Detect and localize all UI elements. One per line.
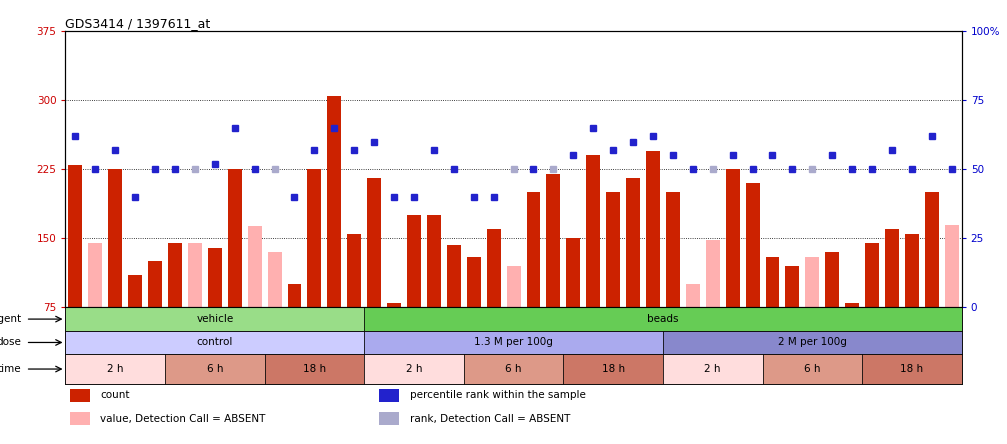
Text: 6 h: 6 h [506,364,522,374]
Bar [65,331,365,354]
Text: dose: dose [0,337,21,348]
Bar [845,303,859,307]
Bar [806,257,820,307]
Text: vehicle: vehicle [196,314,234,324]
Bar [646,151,660,307]
Bar [65,307,365,331]
Bar [69,388,90,402]
Bar [228,169,242,307]
Bar [89,243,103,307]
Bar [467,257,480,307]
Bar [427,215,441,307]
Bar [663,331,962,354]
Text: GDS3414 / 1397611_at: GDS3414 / 1397611_at [65,17,210,30]
Text: beads: beads [648,314,679,324]
Bar [566,238,580,307]
Bar [447,245,461,307]
Bar [762,354,862,384]
Text: 18 h: 18 h [601,364,624,374]
Text: 1.3 M per 100g: 1.3 M per 100g [474,337,553,348]
Bar [666,192,680,307]
Bar [765,257,779,307]
Bar [265,354,365,384]
Bar [905,234,918,307]
Bar [547,174,560,307]
Text: 18 h: 18 h [900,364,923,374]
Text: value, Detection Call = ABSENT: value, Detection Call = ABSENT [101,413,266,424]
Bar [785,266,800,307]
Bar [464,354,563,384]
Bar [745,183,759,307]
Bar [706,240,720,307]
Bar [68,165,83,307]
Text: 2 M per 100g: 2 M per 100g [777,337,847,348]
Bar [563,354,663,384]
Bar [924,192,939,307]
Text: rank, Detection Call = ABSENT: rank, Detection Call = ABSENT [410,413,570,424]
Bar [626,178,640,307]
Bar [307,169,321,307]
Bar [806,280,820,307]
Bar [865,243,879,307]
Bar [327,95,341,307]
Text: 6 h: 6 h [206,364,224,374]
Bar [486,229,500,307]
Text: percentile rank within the sample: percentile rank within the sample [410,390,585,400]
Bar [365,354,464,384]
Bar [368,178,381,307]
Bar [128,275,142,307]
Bar [365,331,663,354]
Bar [69,412,90,425]
Bar [207,247,222,307]
Bar [663,354,762,384]
Text: count: count [101,390,130,400]
Bar [387,303,401,307]
Bar [65,354,165,384]
Text: 18 h: 18 h [303,364,326,374]
Bar [165,354,265,384]
Text: time: time [0,364,21,374]
Bar [527,192,541,307]
Text: control: control [196,337,233,348]
Bar [726,169,739,307]
Bar [168,243,182,307]
Bar [586,155,600,307]
Bar [268,252,282,307]
Bar [885,229,899,307]
Bar [945,225,959,307]
Bar [347,234,362,307]
Bar [288,284,301,307]
Bar [862,354,962,384]
Bar [109,169,122,307]
Bar [148,262,162,307]
Text: 2 h: 2 h [406,364,422,374]
Bar [188,243,201,307]
Text: 2 h: 2 h [107,364,124,374]
Bar [379,388,399,402]
Bar [606,192,620,307]
Bar [507,266,521,307]
Text: 2 h: 2 h [705,364,721,374]
Bar [686,284,700,307]
Bar [826,252,839,307]
Bar [248,226,262,307]
Text: 6 h: 6 h [804,364,821,374]
Bar [379,412,399,425]
Bar [407,215,421,307]
Text: agent: agent [0,314,21,324]
Bar [365,307,962,331]
